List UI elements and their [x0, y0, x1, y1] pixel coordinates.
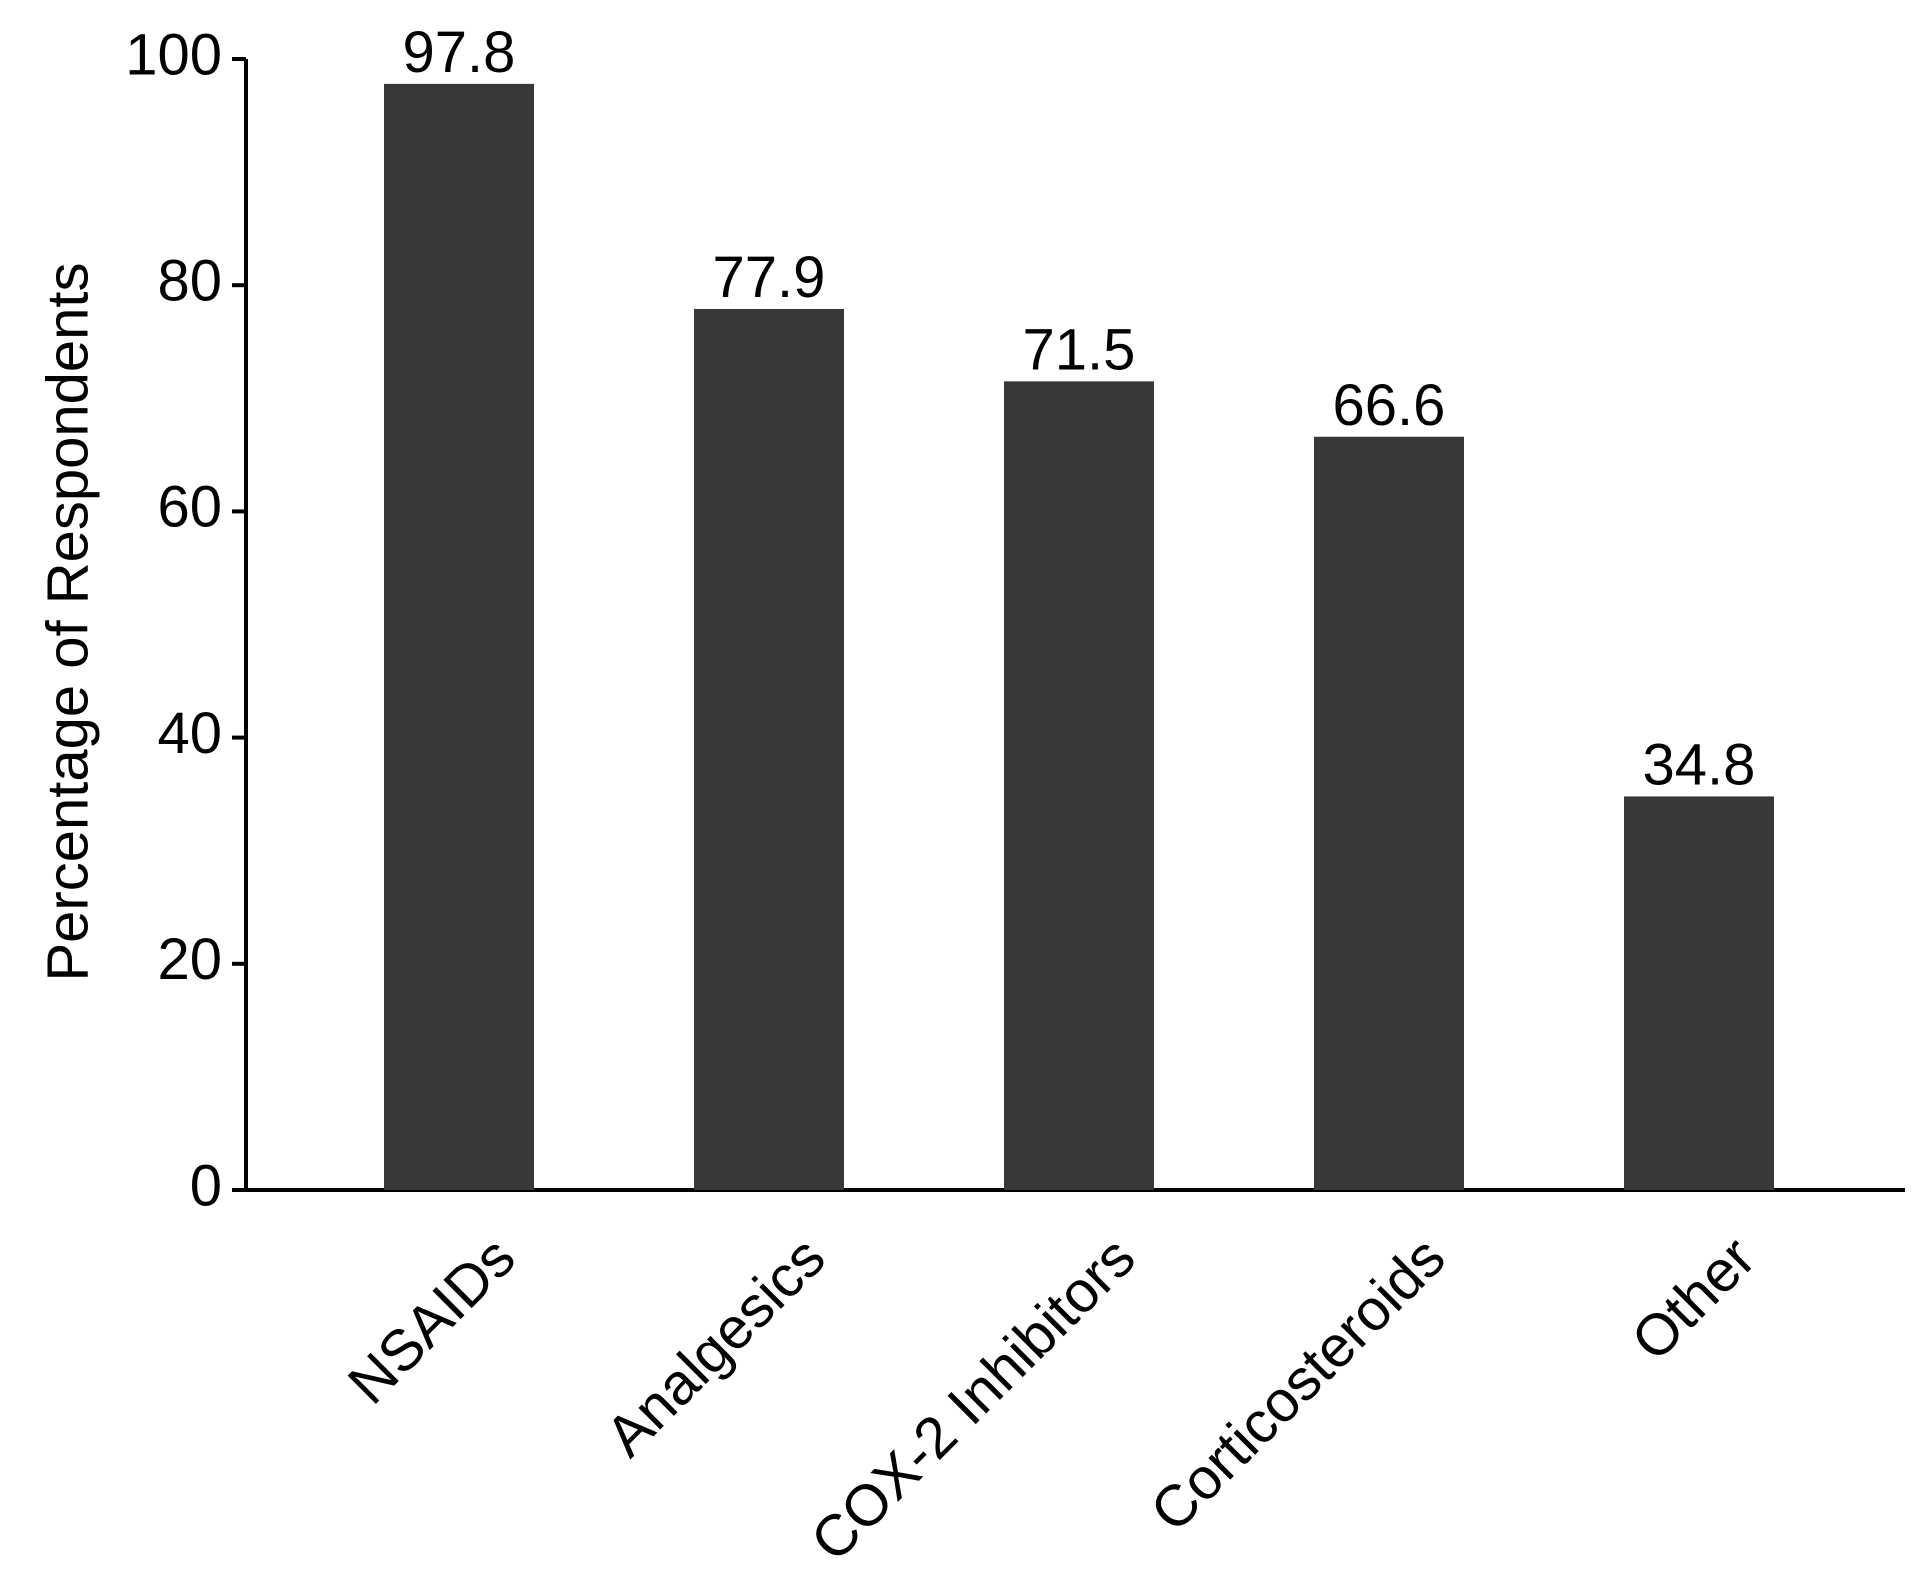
- y-tick-label: 40: [157, 701, 222, 766]
- x-tick-label: Analgesics: [593, 1225, 837, 1469]
- y-tick-label: 60: [157, 475, 222, 540]
- y-tick-label: 20: [157, 927, 222, 992]
- y-tick-label: 80: [157, 249, 222, 314]
- value-label: 66.6: [1333, 373, 1446, 438]
- x-tick-label: COX-2 Inhibitors: [798, 1225, 1147, 1574]
- x-tick-label: Corticosteroids: [1138, 1225, 1457, 1544]
- value-label: 97.8: [403, 20, 516, 85]
- bar: [1624, 796, 1774, 1190]
- value-label: 77.9: [713, 245, 826, 310]
- value-label: 71.5: [1023, 317, 1136, 382]
- y-tick-label: 0: [190, 1153, 222, 1218]
- y-axis-label: Percentage of Respondents: [35, 262, 100, 981]
- bar: [694, 308, 844, 1190]
- x-tick-label: NSAIDs: [336, 1225, 528, 1417]
- bar: [384, 83, 534, 1191]
- bar: [1314, 436, 1464, 1190]
- x-tick-label: Other: [1619, 1225, 1768, 1374]
- value-label: 34.8: [1643, 732, 1756, 797]
- bar: [1004, 381, 1154, 1191]
- y-tick-label: 100: [125, 22, 222, 87]
